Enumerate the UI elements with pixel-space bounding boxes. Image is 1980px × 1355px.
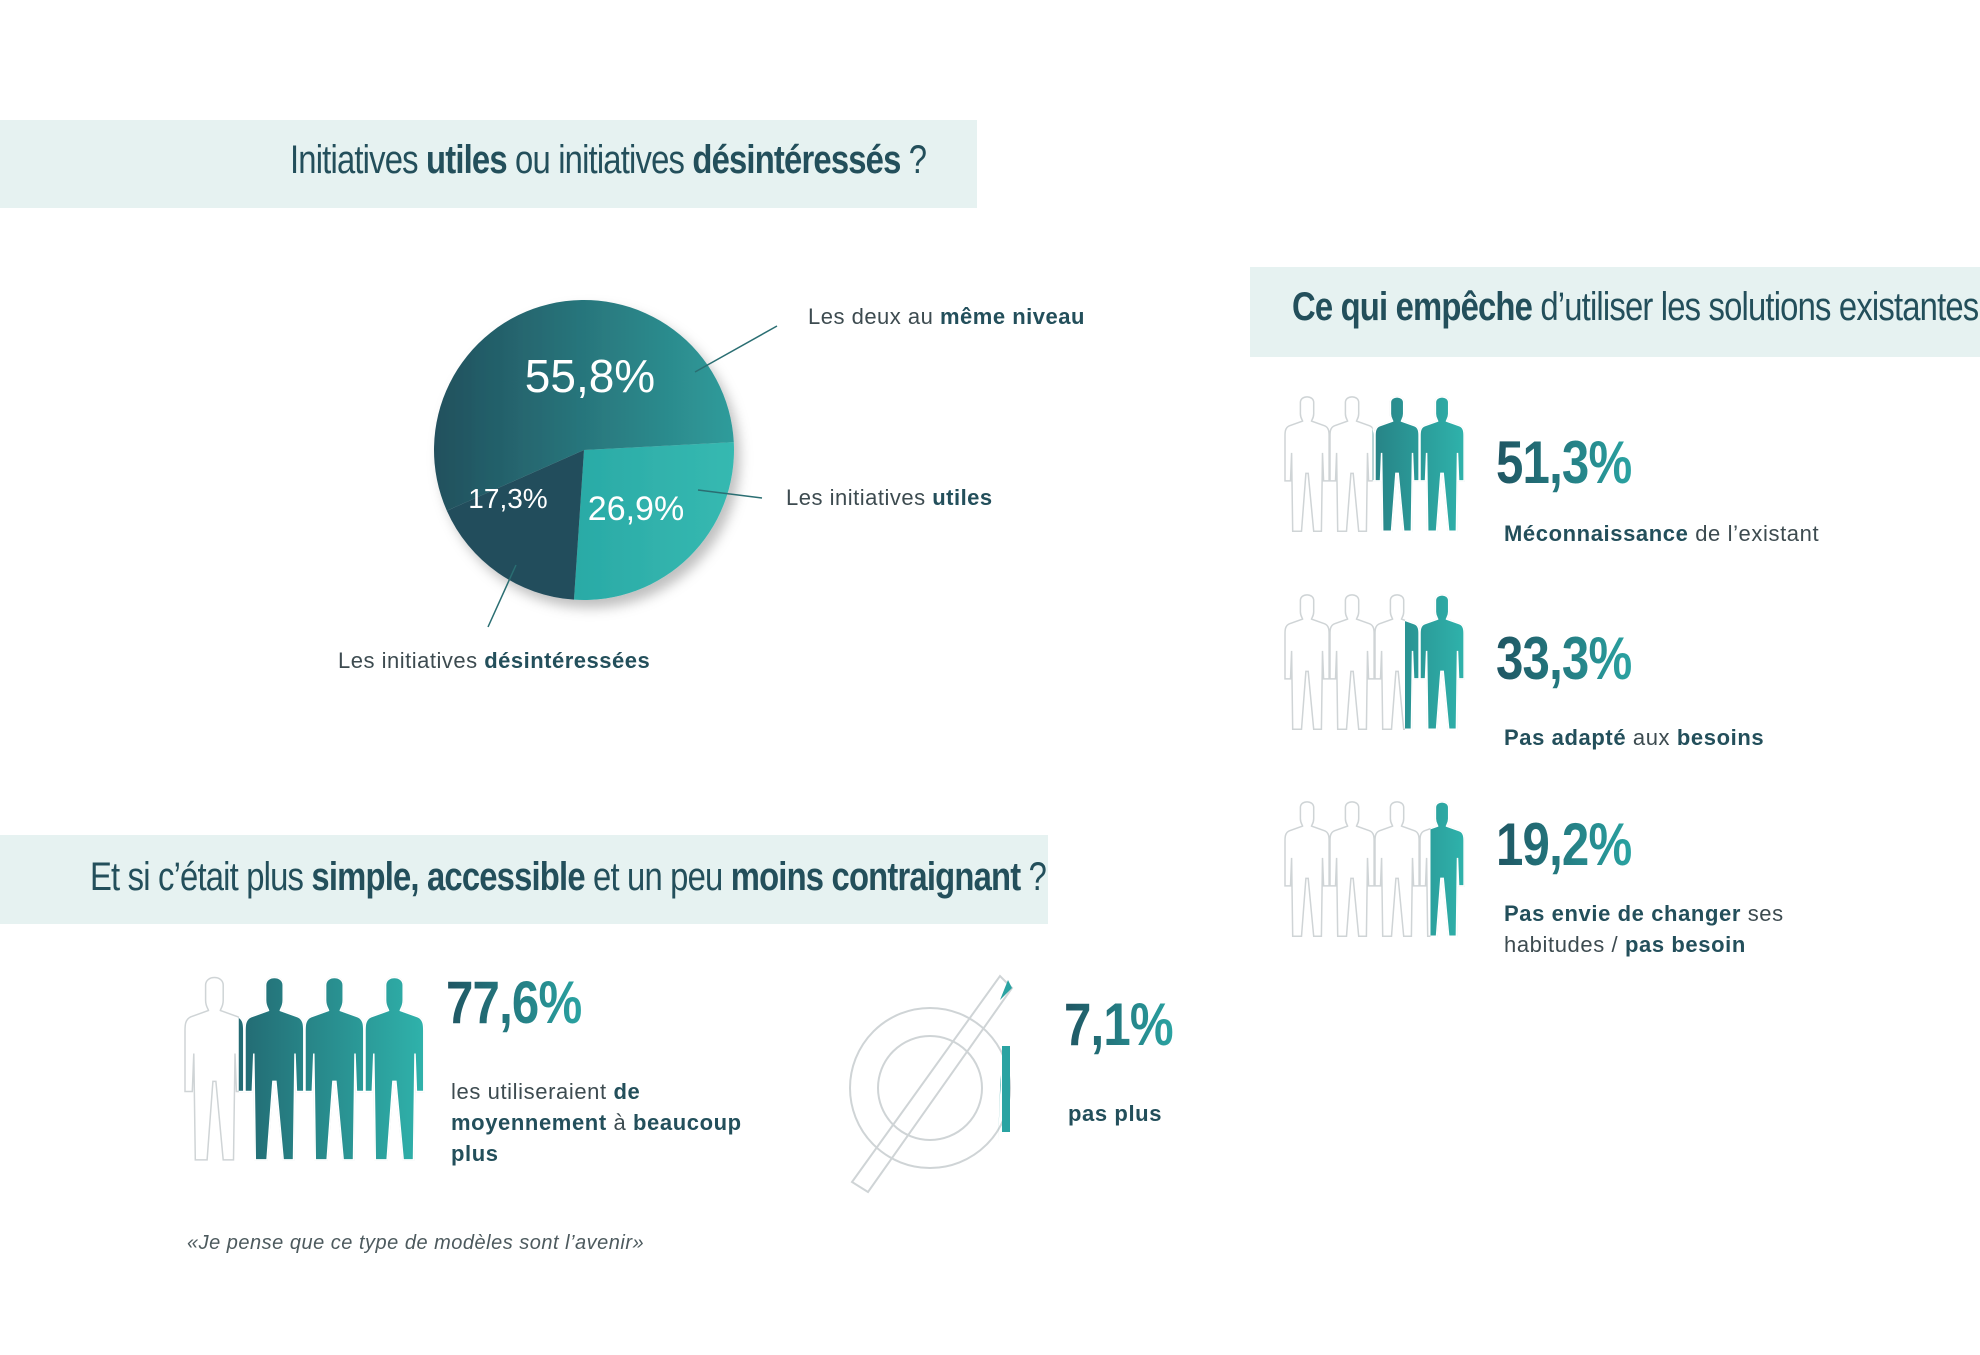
person-outline xyxy=(1284,396,1465,533)
pie-label-same-level: Les deux au même niveau xyxy=(808,304,1085,329)
person-fill xyxy=(1405,594,1465,731)
desc-meconnaissance: Méconnaissance de l’existant xyxy=(1504,521,1820,546)
people-silhouette-icon xyxy=(1284,594,1465,731)
quote: «Je pense que ce type de modèles sont l’… xyxy=(187,1232,645,1254)
pie-leader-line xyxy=(487,564,517,628)
desc-pas-plus: pas plus xyxy=(1068,1101,1163,1126)
initiatives-title-band xyxy=(0,120,977,208)
desc-utiliseraient: les utiliseraient de moyennement à beauc… xyxy=(451,1079,742,1166)
pie-label-useful: Les initiatives utiles xyxy=(786,485,993,510)
person-outline xyxy=(1284,801,1465,938)
empty-set-icon xyxy=(849,974,1014,1194)
people-silhouette-icon xyxy=(1284,396,1465,533)
value-pas-adapte: 33,3% xyxy=(1496,625,1632,692)
pie-value-label: 17,3% xyxy=(468,483,547,514)
obstacles-title: Ce qui empêche d’utiliser les solutions … xyxy=(1292,285,1979,329)
value-meconnaissance: 51,3% xyxy=(1496,429,1632,496)
person-fill xyxy=(1372,396,1465,533)
person-outline xyxy=(1284,594,1465,731)
pie-slice xyxy=(446,450,584,600)
pie-slice xyxy=(573,442,734,600)
pie-label-disinterested: Les initiatives désintéressées xyxy=(338,648,651,673)
simple-title: Et si c’était plus simple, accessible et… xyxy=(90,855,1047,899)
value-pas-plus: 7,1% xyxy=(1064,991,1174,1058)
people-silhouette-icon xyxy=(184,976,425,1161)
pie-leader-line xyxy=(697,489,763,499)
pie-leader-line xyxy=(694,325,778,373)
person-fill xyxy=(1430,801,1465,938)
value-utiliseraient: 77,6% xyxy=(446,969,582,1036)
obstacles-title-band xyxy=(1250,267,1980,357)
pie-value-label: 26,9% xyxy=(588,490,684,528)
initiatives-title: Initiatives utiles ou initiatives désint… xyxy=(290,138,927,182)
people-silhouette-icon xyxy=(1284,801,1465,938)
pie-slice xyxy=(433,300,734,511)
desc-pas-adapte: Pas adapté aux besoins xyxy=(1504,725,1765,750)
desc-pas-envie: Pas envie de changer ses habitudes / pas… xyxy=(1504,901,1784,957)
value-pas-envie: 19,2% xyxy=(1496,811,1632,878)
pie-value-label: 55,8% xyxy=(525,350,655,402)
simple-title-band xyxy=(0,835,1048,924)
person-fill xyxy=(238,976,425,1161)
